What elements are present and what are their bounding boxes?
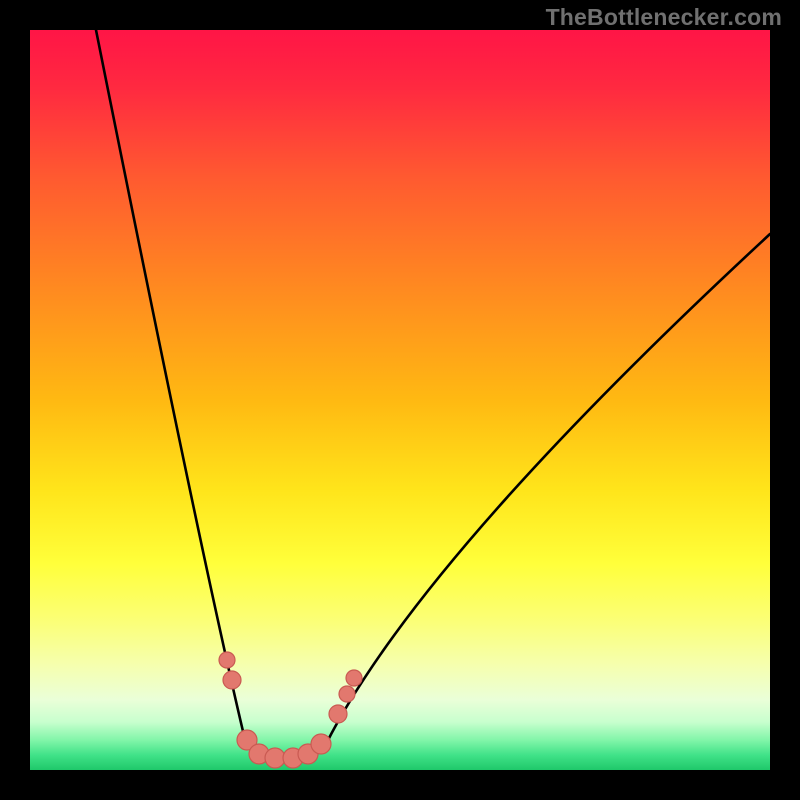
data-point bbox=[329, 705, 347, 723]
data-point bbox=[339, 686, 355, 702]
data-point bbox=[265, 748, 285, 768]
bottleneck-chart bbox=[0, 0, 800, 800]
watermark-text: TheBottlenecker.com bbox=[546, 4, 782, 31]
data-point bbox=[223, 671, 241, 689]
data-point bbox=[311, 734, 331, 754]
data-point bbox=[219, 652, 235, 668]
data-point bbox=[346, 670, 362, 686]
plot-background bbox=[30, 30, 770, 770]
